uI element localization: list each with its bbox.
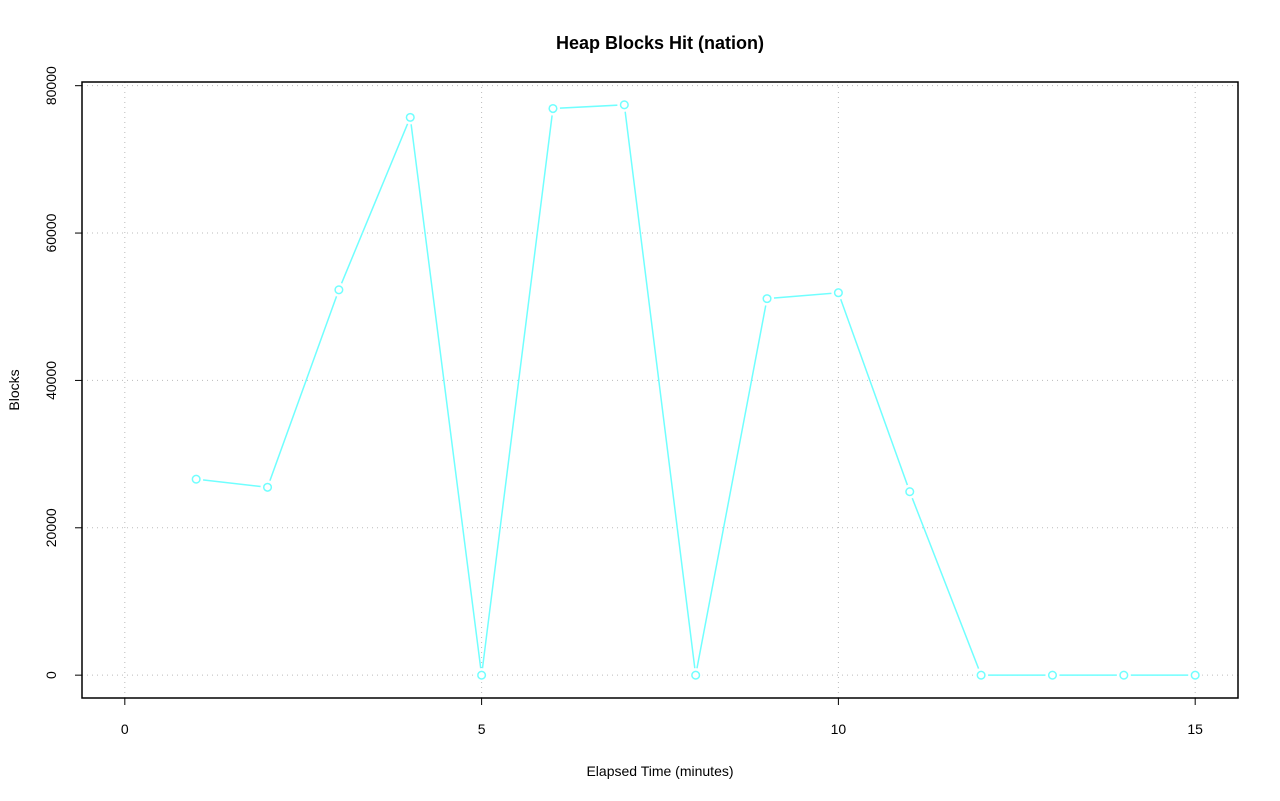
x-tick-label: 10 xyxy=(831,721,847,737)
point-gap xyxy=(260,480,275,495)
data-point xyxy=(762,294,772,304)
data-point xyxy=(477,670,487,680)
point-gap xyxy=(1116,668,1131,683)
x-tick-label: 15 xyxy=(1187,721,1203,737)
y-tick-label: 60000 xyxy=(43,213,59,252)
data-point xyxy=(548,103,558,114)
point-gap xyxy=(831,285,846,300)
data-point xyxy=(905,487,915,497)
point-gap xyxy=(403,110,418,125)
data-point xyxy=(833,288,843,298)
data-point xyxy=(1119,670,1129,680)
data-point xyxy=(334,285,344,295)
x-tick-label: 5 xyxy=(478,721,486,737)
point-gap xyxy=(902,484,917,499)
chart-title: Heap Blocks Hit (nation) xyxy=(556,33,764,53)
data-point xyxy=(1190,670,1200,680)
y-tick-label: 0 xyxy=(43,671,59,679)
x-axis-label: Elapsed Time (minutes) xyxy=(586,763,733,779)
x-tick-label: 0 xyxy=(121,721,129,737)
y-tick-label: 80000 xyxy=(43,66,59,105)
plot-frame xyxy=(81,81,1239,699)
point-gap xyxy=(688,668,703,683)
data-point xyxy=(191,474,201,484)
point-gap xyxy=(760,291,775,306)
point-gap xyxy=(189,472,204,487)
data-point xyxy=(405,112,415,122)
y-tick-label: 20000 xyxy=(43,508,59,547)
point-gap xyxy=(331,282,346,297)
data-point xyxy=(262,482,273,492)
point-gap xyxy=(545,101,560,116)
y-tick-label: 40000 xyxy=(43,361,59,400)
y-axis-label: Blocks xyxy=(6,369,22,410)
data-point xyxy=(976,670,986,680)
point-gap xyxy=(974,668,989,683)
data-point xyxy=(1047,670,1058,680)
point-gap xyxy=(1188,668,1203,683)
point-gap xyxy=(1045,668,1060,683)
data-point xyxy=(619,100,629,110)
data-point xyxy=(691,670,701,680)
point-gap xyxy=(617,97,632,112)
point-gap xyxy=(474,668,489,683)
